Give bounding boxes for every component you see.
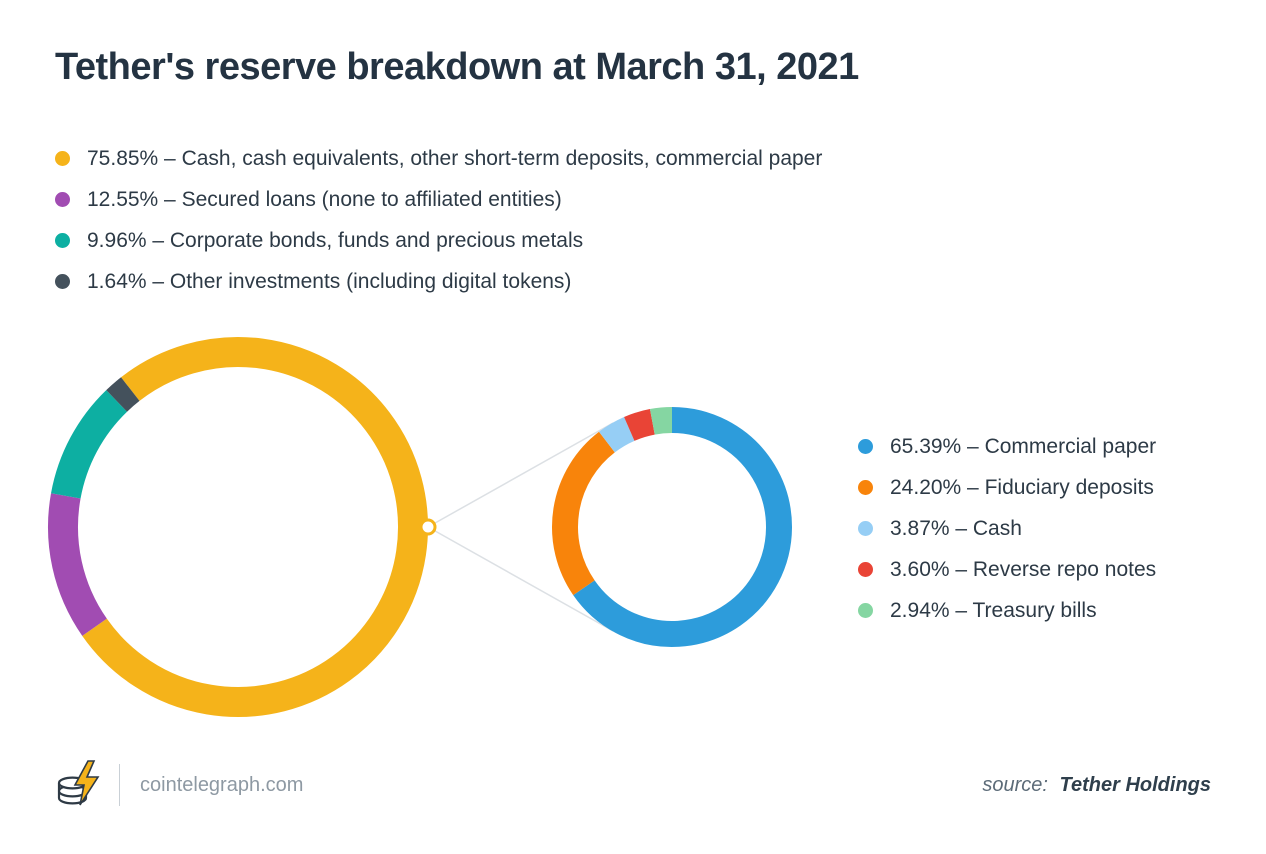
legend-item: 24.20% – Fiduciary deposits xyxy=(858,475,1156,499)
footer: cointelegraph.com source: Tether Holding… xyxy=(55,758,1211,812)
legend-main: 75.85% – Cash, cash equivalents, other s… xyxy=(55,146,823,312)
legend-item: 3.87% – Cash xyxy=(858,516,1156,540)
legend-label: 9.96% – Corporate bonds, funds and preci… xyxy=(87,228,584,252)
cointelegraph-logo xyxy=(55,759,103,811)
legend-dot xyxy=(55,192,70,207)
legend-dot xyxy=(55,151,70,166)
donut-slice-fiduciary-deposits xyxy=(552,431,616,596)
donut-slice-corporate-bonds-funds-and-precious-metals xyxy=(51,390,128,499)
legend-item: 12.55% – Secured loans (none to affiliat… xyxy=(55,187,822,211)
donut-slice-other-investments-including-digital-tokens xyxy=(106,377,140,412)
legend-dot xyxy=(55,274,70,289)
donut-slice-cash xyxy=(598,416,635,453)
legend-detail: 65.39% – Commercial paper 24.20% – Fiduci… xyxy=(858,434,1157,641)
legend-item: 3.60% – Reverse repo notes xyxy=(858,557,1157,581)
legend-item: 65.39% – Commercial paper xyxy=(858,434,1157,458)
legend-dot xyxy=(858,480,873,495)
footer-divider xyxy=(119,764,120,806)
legend-item: 75.85% – Cash, cash equivalents, other s… xyxy=(55,146,823,170)
connector-marker xyxy=(419,518,437,536)
legend-label: 24.20% – Fiduciary deposits xyxy=(890,475,1154,499)
legend-dot xyxy=(858,603,873,618)
donut-slice-treasury-bills xyxy=(649,407,673,435)
legend-label: 65.39% – Commercial paper xyxy=(890,434,1157,458)
legend-item: 2.94% – Treasury bills xyxy=(858,598,1156,622)
source-credit: source: Tether Holdings xyxy=(982,774,1211,797)
legend-label: 3.87% – Cash xyxy=(890,516,1022,540)
donut-detail xyxy=(552,407,792,647)
donut-slice-commercial-paper xyxy=(573,407,792,647)
source-label: source: xyxy=(982,773,1048,796)
legend-label: 2.94% – Treasury bills xyxy=(890,598,1097,622)
donut-slice-reverse-repo-notes xyxy=(624,409,656,441)
legend-label: 3.60% – Reverse repo notes xyxy=(890,557,1157,581)
legend-dot xyxy=(55,233,70,248)
legend-item: 1.64% – Other investments (including dig… xyxy=(55,269,822,293)
legend-item: 9.96% – Corporate bonds, funds and preci… xyxy=(55,228,822,252)
site-name: cointelegraph.com xyxy=(140,773,304,796)
donut-slice-cash-cash-equivalents-other-short-term-deposits-commercial-paper xyxy=(82,337,428,717)
donut-charts-canvas xyxy=(48,337,792,717)
legend-label: 75.85% – Cash, cash equivalents, other s… xyxy=(87,146,823,170)
source-name: Tether Holdings xyxy=(1059,773,1211,796)
zoom-connector-lines xyxy=(427,422,614,632)
legend-dot xyxy=(858,521,873,536)
donut-slice-secured-loans-none-to-affiliated-entities xyxy=(48,493,108,636)
donut-main xyxy=(48,337,428,717)
legend-dot xyxy=(858,439,873,454)
page-title: Tether's reserve breakdown at March 31, … xyxy=(55,46,859,88)
chart-area xyxy=(0,320,1266,750)
legend-dot xyxy=(858,562,873,577)
legend-label: 12.55% – Secured loans (none to affiliat… xyxy=(87,187,562,211)
legend-label: 1.64% – Other investments (including dig… xyxy=(87,269,572,293)
